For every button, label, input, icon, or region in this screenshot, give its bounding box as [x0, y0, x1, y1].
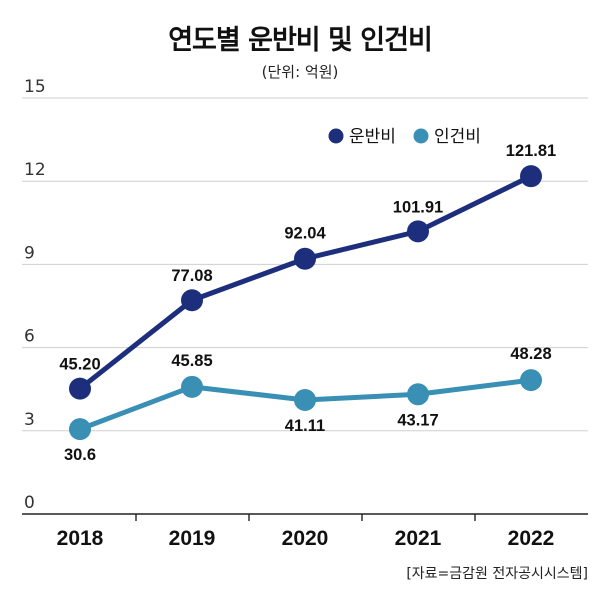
y-tick-label: 12 — [24, 160, 46, 180]
x-tick-label: 2021 — [395, 527, 442, 550]
data-label: 48.28 — [510, 345, 551, 363]
x-tick-label: 2018 — [57, 527, 104, 550]
y-axis: 0 3 6 9 12 15 — [24, 77, 46, 513]
y-tick-label: 9 — [24, 243, 35, 263]
x-tick-label: 2022 — [508, 527, 555, 550]
legend-label: 인건비 — [434, 127, 481, 147]
data-point — [181, 289, 203, 312]
x-axis: 2018 2019 2020 2021 2022 — [57, 514, 555, 550]
legend: 운반비 인건비 — [328, 127, 481, 147]
data-point — [407, 383, 429, 406]
x-tick-label: 2020 — [282, 527, 329, 550]
data-label: 101.91 — [393, 198, 443, 216]
data-label: 45.20 — [59, 356, 100, 374]
y-tick-label: 15 — [24, 77, 46, 97]
series-group: 45.20 77.08 92.04 101.91 121.81 30.6 45.85 41.1… — [59, 142, 556, 464]
data-label: 45.85 — [171, 352, 212, 370]
data-label: 43.17 — [397, 411, 438, 429]
data-point — [69, 377, 91, 400]
chart-subtitle: (단위: 억원) — [261, 63, 339, 81]
gridlines — [22, 97, 588, 515]
data-label: 41.11 — [285, 417, 325, 435]
data-label: 77.08 — [171, 267, 212, 285]
data-label: 121.81 — [506, 142, 556, 160]
data-point — [181, 375, 203, 398]
y-tick-label: 6 — [24, 327, 35, 347]
legend-marker — [413, 128, 429, 144]
data-point — [69, 418, 91, 441]
source-note: [자료=금감원 전자공시시스템] — [406, 566, 588, 582]
data-point — [520, 369, 542, 392]
data-label: 30.6 — [64, 446, 96, 464]
data-point — [407, 220, 429, 243]
legend-marker — [328, 128, 344, 144]
y-tick-label: 3 — [24, 410, 35, 430]
y-tick-label: 0 — [24, 493, 35, 513]
chart-title: 연도별 운반비 및 인건비 — [168, 25, 433, 56]
data-point — [294, 388, 316, 411]
x-tick-label: 2019 — [169, 527, 216, 550]
legend-label: 운반비 — [349, 127, 396, 147]
data-point — [294, 247, 316, 270]
data-label: 92.04 — [284, 225, 326, 243]
series-line-transport — [78, 173, 533, 391]
data-point — [520, 165, 542, 188]
